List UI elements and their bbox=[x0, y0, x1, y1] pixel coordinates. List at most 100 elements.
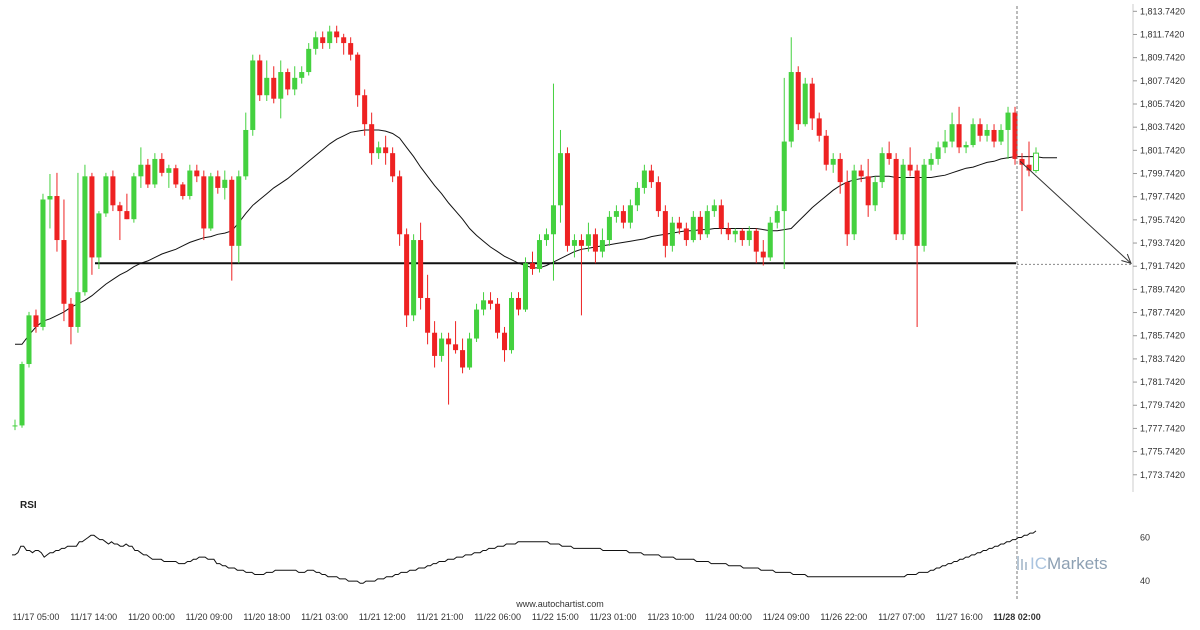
candle bbox=[488, 292, 494, 310]
candle bbox=[229, 176, 235, 281]
candle bbox=[54, 172, 60, 252]
candle bbox=[397, 170, 403, 246]
candle bbox=[348, 37, 354, 61]
candle bbox=[404, 228, 410, 327]
candle bbox=[145, 158, 151, 188]
candle-body bbox=[481, 300, 487, 310]
candle-body bbox=[54, 196, 60, 241]
candle bbox=[369, 112, 375, 165]
candle bbox=[390, 147, 396, 183]
candle bbox=[606, 211, 612, 246]
price-tick-label: 1,807.7420 bbox=[1140, 76, 1185, 86]
candle bbox=[474, 303, 480, 343]
candle-body bbox=[837, 158, 843, 183]
candle-body bbox=[788, 72, 794, 142]
candle bbox=[977, 118, 983, 142]
candle bbox=[809, 77, 815, 130]
price-tick-label: 1,793.7420 bbox=[1140, 238, 1185, 248]
candlestick-series bbox=[12, 25, 1040, 431]
candle bbox=[215, 170, 221, 194]
candle bbox=[641, 164, 647, 194]
candle-body bbox=[886, 153, 892, 159]
candle bbox=[634, 182, 640, 212]
candle-body bbox=[998, 129, 1004, 142]
candle bbox=[571, 234, 577, 258]
candle-body bbox=[718, 205, 724, 229]
candle-body bbox=[33, 315, 39, 327]
candle bbox=[984, 124, 990, 142]
price-tick-label: 1,787.7420 bbox=[1140, 308, 1185, 318]
candle bbox=[508, 292, 515, 354]
candle-body bbox=[117, 205, 123, 212]
candle-body bbox=[564, 153, 570, 246]
candle bbox=[425, 274, 431, 345]
candle bbox=[823, 129, 829, 171]
candle-body bbox=[1019, 158, 1025, 165]
candle-body bbox=[299, 72, 305, 78]
price-tick-label: 1,781.7420 bbox=[1140, 377, 1185, 387]
rsi-tick-label: 60 bbox=[1140, 532, 1150, 542]
candle-body bbox=[68, 303, 74, 327]
candle-body bbox=[585, 234, 591, 246]
candle-body bbox=[606, 216, 612, 241]
candle bbox=[411, 234, 417, 322]
candle-body bbox=[138, 164, 144, 177]
candle-body bbox=[26, 315, 32, 365]
candle bbox=[578, 234, 584, 316]
price-tick-label: 1,803.7420 bbox=[1140, 122, 1185, 132]
candle bbox=[879, 147, 885, 188]
candle-body bbox=[145, 164, 151, 185]
price-tick-label: 1,785.7420 bbox=[1140, 331, 1185, 341]
candle-body bbox=[662, 211, 668, 246]
candle-body bbox=[760, 251, 766, 258]
candle bbox=[662, 205, 668, 258]
candle bbox=[858, 164, 864, 183]
candle-body bbox=[893, 158, 899, 235]
candle bbox=[110, 170, 116, 212]
candle bbox=[543, 228, 549, 246]
candle bbox=[166, 164, 172, 188]
rsi-label: RSI bbox=[20, 500, 37, 511]
rsi-line bbox=[12, 530, 1037, 584]
candle-body bbox=[369, 124, 375, 154]
candle-body bbox=[82, 176, 88, 293]
candle bbox=[180, 182, 186, 200]
brand-name-ic: IC bbox=[1030, 554, 1047, 573]
candle-body bbox=[404, 234, 410, 316]
candle-body bbox=[956, 124, 962, 148]
candle bbox=[837, 153, 843, 194]
candle-body bbox=[1026, 164, 1032, 171]
candle bbox=[502, 326, 508, 362]
candle bbox=[26, 311, 32, 368]
time-tick-label: 11/26 22:00 bbox=[820, 612, 867, 622]
candle bbox=[327, 25, 333, 49]
candle-body bbox=[963, 145, 969, 148]
candle bbox=[236, 170, 242, 264]
candle-body bbox=[61, 240, 67, 304]
candle-body bbox=[515, 297, 522, 310]
candle bbox=[89, 172, 95, 275]
candle bbox=[131, 172, 137, 223]
time-tick-label: 11/20 09:00 bbox=[186, 612, 233, 622]
candle-body bbox=[236, 176, 242, 246]
candle bbox=[550, 83, 556, 281]
candle bbox=[522, 257, 529, 312]
candle-body bbox=[823, 135, 829, 165]
moving-average-line bbox=[15, 129, 1057, 345]
candle-body bbox=[1012, 112, 1018, 159]
candle-body bbox=[411, 240, 417, 316]
candle-body bbox=[453, 344, 459, 351]
candle-body bbox=[781, 141, 787, 212]
brand-logo: ICMarkets bbox=[1017, 554, 1107, 573]
candle bbox=[683, 222, 689, 246]
candle bbox=[907, 147, 913, 177]
candle-body bbox=[578, 240, 584, 246]
forecast-arrow-line bbox=[1019, 160, 1132, 264]
candle-body bbox=[648, 170, 654, 183]
candle-body bbox=[879, 153, 885, 183]
candle-body bbox=[208, 176, 214, 229]
candle-body bbox=[341, 37, 347, 44]
candle bbox=[96, 211, 102, 270]
candle bbox=[963, 141, 969, 154]
candle-body bbox=[571, 240, 577, 246]
